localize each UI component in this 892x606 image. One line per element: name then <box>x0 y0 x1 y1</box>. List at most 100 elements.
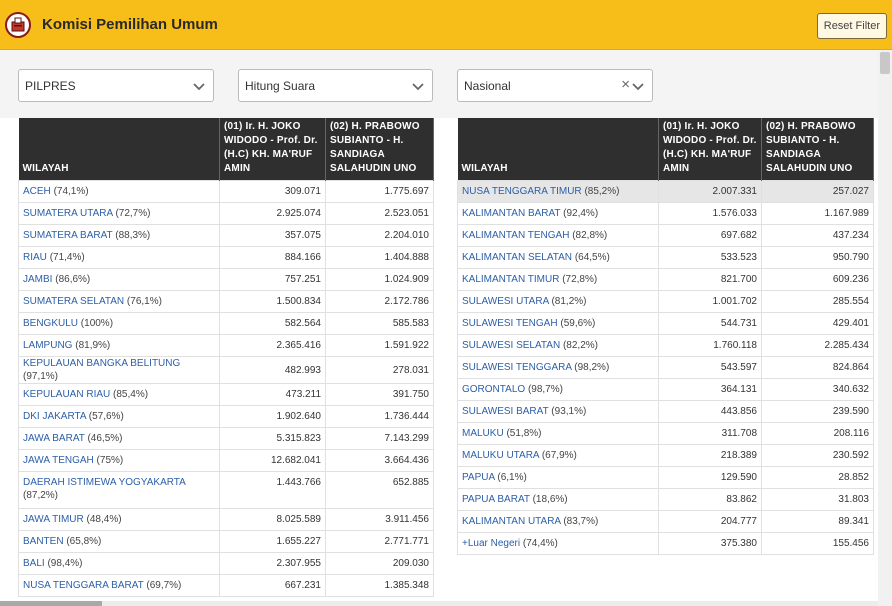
candidate1-votes: 1.576.033 <box>658 202 762 225</box>
table-row[interactable]: GORONTALO (98,7%) 364.131 340.632 <box>457 378 874 401</box>
candidate2-votes: 155.456 <box>761 532 874 555</box>
table-row[interactable]: KEPULAUAN RIAU (85,4%) 473.211 391.750 <box>18 383 434 406</box>
region-link[interactable]: SULAWESI TENGAH <box>462 318 558 329</box>
table-row[interactable]: KALIMANTAN UTARA (83,7%) 204.777 89.341 <box>457 510 874 533</box>
candidate1-votes: 8.025.589 <box>219 508 326 531</box>
region-cell: BALI (98,4%) <box>18 552 220 575</box>
region-link[interactable]: KALIMANTAN SELATAN <box>462 252 573 263</box>
table-row[interactable]: RIAU (71,4%) 884.166 1.404.888 <box>18 246 434 269</box>
region-link[interactable]: DAERAH ISTIMEWA YOGYAKARTA <box>23 477 186 488</box>
candidate1-votes: 884.166 <box>219 246 326 269</box>
region-percentage: (69,7%) <box>146 580 182 591</box>
region-link[interactable]: LAMPUNG <box>23 340 73 351</box>
table-row[interactable]: DAERAH ISTIMEWA YOGYAKARTA (87,2%) 1.443.… <box>18 471 434 509</box>
table-row[interactable]: JAWA BARAT (46,5%) 5.315.823 7.143.299 <box>18 427 434 450</box>
vertical-scrollbar[interactable] <box>878 50 892 606</box>
region-percentage: (83,7%) <box>563 516 599 527</box>
candidate2-votes: 340.632 <box>761 378 874 401</box>
region-link[interactable]: MALUKU <box>462 428 504 439</box>
region-link[interactable]: GORONTALO <box>462 384 526 395</box>
region-link[interactable]: BALI <box>23 558 45 569</box>
region-link[interactable]: JAWA TIMUR <box>23 514 84 525</box>
table-row[interactable]: KEPULAUAN BANGKA BELITUNG (97,1%) 482.993… <box>18 356 434 384</box>
table-row[interactable]: KALIMANTAN BARAT (92,4%) 1.576.033 1.167.9… <box>457 202 874 225</box>
candidate1-votes: 533.523 <box>658 246 762 269</box>
region-link[interactable]: BENGKULU <box>23 318 79 329</box>
table-row[interactable]: SULAWESI TENGAH (59,6%) 544.731 429.401 <box>457 312 874 335</box>
region-link[interactable]: KALIMANTAN TENGAH <box>462 230 570 241</box>
table-row[interactable]: NUSA TENGGARA TIMUR (85,2%) 2.007.331 257.… <box>457 180 874 203</box>
table-row[interactable]: BENGKULU (100%) 582.564 585.583 <box>18 312 434 335</box>
region-link[interactable]: MALUKU UTARA <box>462 450 540 461</box>
region-link[interactable]: PAPUA BARAT <box>462 494 530 505</box>
region-percentage: (81,2%) <box>551 296 587 307</box>
region-link[interactable]: JAWA BARAT <box>23 433 85 444</box>
table-row[interactable]: SULAWESI TENGGARA (98,2%) 543.597 824.864 <box>457 356 874 379</box>
region-link[interactable]: KALIMANTAN TIMUR <box>462 274 560 285</box>
table-row[interactable]: SULAWESI SELATAN (82,2%) 1.760.118 2.285.4… <box>457 334 874 357</box>
table-row[interactable]: ACEH (74,1%) 309.071 1.775.697 <box>18 180 434 203</box>
table-row[interactable]: NUSA TENGGARA BARAT (69,7%) 667.231 1.385.… <box>18 574 434 597</box>
chevron-down-icon[interactable] <box>631 79 645 93</box>
candidate1-votes: 757.251 <box>219 268 326 291</box>
region-link[interactable]: RIAU <box>23 252 47 263</box>
table-row[interactable]: +Luar Negeri (74,4%) 375.380 155.456 <box>457 532 874 555</box>
table-row[interactable]: MALUKU (51,8%) 311.708 208.116 <box>457 422 874 445</box>
region-link[interactable]: DKI JAKARTA <box>23 411 86 422</box>
table-row[interactable]: MALUKU UTARA (67,9%) 218.389 230.592 <box>457 444 874 467</box>
table-row[interactable]: JAMBI (86,6%) 757.251 1.024.909 <box>18 268 434 291</box>
region-link[interactable]: JAWA TENGAH <box>23 455 94 466</box>
table-row[interactable]: BALI (98,4%) 2.307.955 209.030 <box>18 552 434 575</box>
table-row[interactable]: SUMATERA UTARA (72,7%) 2.925.074 2.523.051 <box>18 202 434 225</box>
table-row[interactable]: LAMPUNG (81,9%) 2.365.416 1.591.922 <box>18 334 434 357</box>
region-link[interactable]: PAPUA <box>462 472 495 483</box>
scope-select[interactable]: Nasional × <box>457 69 653 102</box>
table-row[interactable]: KALIMANTAN SELATAN (64,5%) 533.523 950.790 <box>457 246 874 269</box>
candidate1-votes: 1.902.640 <box>219 405 326 428</box>
table-row[interactable]: SUMATERA BARAT (88,3%) 357.075 2.204.010 <box>18 224 434 247</box>
region-link[interactable]: SULAWESI TENGGARA <box>462 362 572 373</box>
table-row[interactable]: SUMATERA SELATAN (76,1%) 1.500.834 2.172.7… <box>18 290 434 313</box>
region-link[interactable]: SULAWESI SELATAN <box>462 340 561 351</box>
region-link[interactable]: NUSA TENGGARA BARAT <box>23 580 144 591</box>
region-link[interactable]: KEPULAUAN BANGKA BELITUNG <box>23 358 181 369</box>
election-select[interactable]: PILPRES <box>18 69 214 102</box>
candidate1-votes: 543.597 <box>658 356 762 379</box>
table-row[interactable]: PAPUA BARAT (18,6%) 83.862 31.803 <box>457 488 874 511</box>
horizontal-scrollbar-thumb[interactable] <box>0 601 102 606</box>
region-link[interactable]: JAMBI <box>23 274 53 285</box>
horizontal-scrollbar[interactable] <box>0 601 878 606</box>
table-row[interactable]: JAWA TENGAH (75%) 12.682.041 3.664.436 <box>18 449 434 472</box>
region-percentage: (64,5%) <box>574 252 610 263</box>
region-link[interactable]: BANTEN <box>23 536 64 547</box>
table-row[interactable]: BANTEN (65,8%) 1.655.227 2.771.771 <box>18 530 434 553</box>
table-row[interactable]: SULAWESI UTARA (81,2%) 1.001.702 285.554 <box>457 290 874 313</box>
table-row[interactable]: DKI JAKARTA (57,6%) 1.902.640 1.736.444 <box>18 405 434 428</box>
table-row[interactable]: PAPUA (6,1%) 129.590 28.852 <box>457 466 874 489</box>
candidate2-votes: 3.911.456 <box>325 508 434 531</box>
region-link[interactable]: SUMATERA SELATAN <box>23 296 125 307</box>
election-select-value: PILPRES <box>25 78 76 93</box>
region-link[interactable]: KALIMANTAN UTARA <box>462 516 561 527</box>
candidate1-votes: 375.380 <box>658 532 762 555</box>
candidate2-votes: 1.024.909 <box>325 268 434 291</box>
table-row[interactable]: JAWA TIMUR (48,4%) 8.025.589 3.911.456 <box>18 508 434 531</box>
region-link[interactable]: ACEH <box>23 186 51 197</box>
table-row[interactable]: SULAWESI BARAT (93,1%) 443.856 239.590 <box>457 400 874 423</box>
region-cell: BENGKULU (100%) <box>18 312 220 335</box>
table-row[interactable]: KALIMANTAN TIMUR (72,8%) 821.700 609.236 <box>457 268 874 291</box>
clear-icon[interactable]: × <box>621 76 630 93</box>
region-link[interactable]: SUMATERA BARAT <box>23 230 113 241</box>
vertical-scrollbar-thumb[interactable] <box>880 52 890 74</box>
region-link[interactable]: KALIMANTAN BARAT <box>462 208 561 219</box>
region-link[interactable]: KEPULAUAN RIAU <box>23 389 111 400</box>
region-link[interactable]: NUSA TENGGARA TIMUR <box>462 186 582 197</box>
reset-filter-button[interactable]: Reset Filter <box>816 13 887 39</box>
region-link[interactable]: SULAWESI UTARA <box>462 296 549 307</box>
mode-select[interactable]: Hitung Suara <box>238 69 433 102</box>
candidate1-votes: 12.682.041 <box>219 449 326 472</box>
region-link[interactable]: +Luar Negeri <box>462 538 521 549</box>
region-link[interactable]: SULAWESI BARAT <box>462 406 549 417</box>
table-row[interactable]: KALIMANTAN TENGAH (82,8%) 697.682 437.234 <box>457 224 874 247</box>
region-link[interactable]: SUMATERA UTARA <box>23 208 113 219</box>
